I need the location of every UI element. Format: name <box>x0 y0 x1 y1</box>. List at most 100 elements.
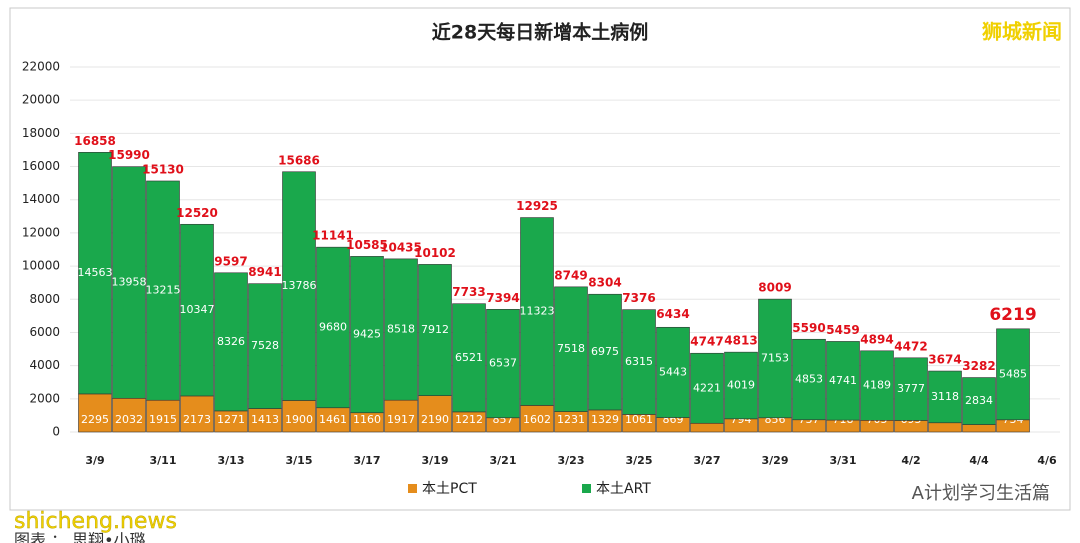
value-label: 2834 <box>965 394 993 407</box>
y-tick-label: 22000 <box>22 60 60 74</box>
total-label: 8304 <box>588 276 621 290</box>
bar-segment <box>282 171 316 401</box>
x-tick-label: 4/6 <box>1037 454 1057 467</box>
x-tick-label: 3/23 <box>558 454 585 467</box>
value-label: 6537 <box>489 357 517 370</box>
bar-segment <box>418 264 452 396</box>
total-label: 5590 <box>792 321 825 335</box>
value-label: 1413 <box>251 413 279 426</box>
x-tick-label: 3/17 <box>354 454 381 467</box>
bar-segment <box>520 217 554 406</box>
total-label: 15686 <box>278 153 320 167</box>
value-label: 9680 <box>319 320 347 333</box>
value-label: 1917 <box>387 413 415 426</box>
total-label: 8941 <box>248 265 281 279</box>
bar-segment <box>452 303 486 413</box>
legend-swatch <box>408 484 417 493</box>
value-label: 5485 <box>999 367 1027 380</box>
value-label: 2173 <box>183 413 211 426</box>
y-tick-label: 16000 <box>22 159 60 173</box>
value-label: 2032 <box>115 413 143 426</box>
value-label: 13786 <box>282 279 317 292</box>
bar-segment <box>316 246 350 409</box>
total-label: 11141 <box>312 229 354 243</box>
legend-swatch <box>582 484 591 493</box>
y-tick-label: 12000 <box>22 225 60 239</box>
value-label: 11323 <box>520 304 555 317</box>
value-label: 3777 <box>897 382 925 395</box>
watermark: A计划学习生活篇 <box>912 483 1050 504</box>
value-label: 1212 <box>455 413 483 426</box>
watermark: 狮城新闻 <box>982 20 1062 44</box>
value-label: 4019 <box>727 378 755 391</box>
bar-segment <box>962 377 996 425</box>
bar-segment <box>690 352 724 424</box>
value-label: 5443 <box>659 365 687 378</box>
value-label: 1900 <box>285 413 313 426</box>
value-label: 3118 <box>931 390 959 403</box>
y-tick-label: 14000 <box>22 192 60 206</box>
total-label: 8009 <box>758 281 791 295</box>
bar-segment <box>894 357 928 421</box>
x-tick-label: 3/11 <box>150 454 177 467</box>
bar-segment <box>928 370 962 424</box>
chart-title: 近28天每日新增本土病例 <box>432 21 648 44</box>
value-label: 7912 <box>421 323 449 336</box>
bar-segment <box>146 180 180 401</box>
value-label: 4189 <box>863 379 891 392</box>
value-label: 13215 <box>146 284 181 297</box>
value-label: 4741 <box>829 374 857 387</box>
y-tick-label: 8000 <box>29 292 60 306</box>
total-label: 10102 <box>414 246 456 260</box>
total-label: 10435 <box>380 240 422 254</box>
y-tick-label: 0 <box>52 425 60 439</box>
value-label: 6521 <box>455 351 483 364</box>
value-label: 9425 <box>353 328 381 341</box>
total-label: 6434 <box>656 307 689 321</box>
x-tick-label: 3/9 <box>85 454 104 467</box>
total-label: 4472 <box>894 339 927 353</box>
x-tick-label: 4/4 <box>969 454 989 467</box>
total-label: 7376 <box>622 291 655 305</box>
bar-segment <box>78 152 112 395</box>
bar-segment <box>350 256 384 414</box>
total-label: 10585 <box>346 238 388 252</box>
x-tick-label: 3/19 <box>422 454 449 467</box>
y-tick-label: 10000 <box>22 259 60 273</box>
bar-segment <box>860 350 894 421</box>
x-tick-label: 3/15 <box>286 454 313 467</box>
bar-segment <box>588 293 622 411</box>
value-label: 1271 <box>217 413 245 426</box>
total-label: 7733 <box>452 285 485 299</box>
value-label: 1061 <box>625 413 653 426</box>
value-label: 8518 <box>387 323 415 336</box>
total-label: 4813 <box>724 334 757 348</box>
total-label: 5459 <box>826 323 859 337</box>
total-label: 4747 <box>690 335 723 349</box>
legend-label: 本土ART <box>596 481 651 497</box>
value-label: 6315 <box>625 355 653 368</box>
bar-segment <box>792 338 826 421</box>
bar-segment <box>112 397 146 433</box>
total-label: 15990 <box>108 148 150 162</box>
total-label: 16858 <box>74 134 116 148</box>
x-tick-label: 3/27 <box>694 454 721 467</box>
value-label: 2190 <box>421 413 449 426</box>
value-label: 8326 <box>217 335 245 348</box>
bar-segment <box>384 399 418 433</box>
bar-segment <box>656 326 690 418</box>
total-label: 12925 <box>516 199 558 213</box>
bar-segment <box>282 400 316 433</box>
bar-segment <box>112 166 146 399</box>
value-label: 6975 <box>591 345 619 358</box>
x-tick-label: 3/25 <box>626 454 653 467</box>
value-label: 4853 <box>795 373 823 386</box>
bar-segment <box>248 283 282 409</box>
bar-segment <box>384 258 418 401</box>
total-label: 3674 <box>928 353 961 367</box>
value-label: 1231 <box>557 413 585 426</box>
value-label: 1160 <box>353 413 381 426</box>
total-label: 6219 <box>989 305 1036 325</box>
x-tick-label: 3/29 <box>762 454 789 467</box>
